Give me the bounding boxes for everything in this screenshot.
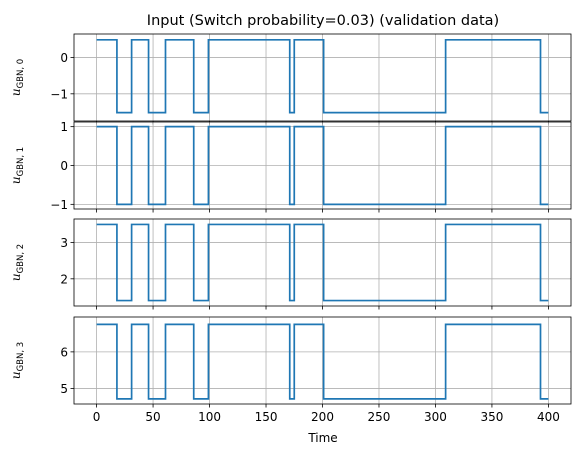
y-tick-label: 2 — [60, 272, 68, 286]
x-tick-label: 400 — [537, 410, 560, 424]
subplots: 0 −1 uGBN, 0 1 0 −1 uGBN, 1 3 2 uGBN, 2 6 5 uGBN, 3 — [9, 33, 572, 408]
axes-frame — [73, 121, 572, 210]
y-tick-label: 0 — [60, 51, 68, 65]
series-line — [96, 223, 549, 302]
y-tick-label: 1 — [60, 120, 68, 134]
y-tick-label: 5 — [60, 382, 68, 396]
axes-frame — [73, 316, 572, 405]
x-axis: 0 50 100 150 200 250 300 350 400 — [93, 410, 560, 424]
y-axis-label: uGBN, 2 — [9, 244, 26, 281]
x-tick-label: 250 — [368, 410, 391, 424]
x-tick-label: 300 — [424, 410, 447, 424]
subplot-0: 0 −1 uGBN, 0 — [9, 33, 572, 125]
subplot-1: 1 0 −1 uGBN, 1 — [9, 120, 572, 213]
y-tick-label: 0 — [60, 159, 68, 173]
y-tick-label: −1 — [50, 87, 68, 101]
x-tick-label: 0 — [93, 410, 101, 424]
subplot-2: 3 2 uGBN, 2 — [9, 218, 572, 310]
x-axis-label: Time — [307, 431, 337, 445]
x-tick-label: 350 — [480, 410, 503, 424]
subplot-3: 6 5 uGBN, 3 — [9, 316, 572, 408]
y-axis-label: uGBN, 0 — [9, 59, 26, 96]
x-tick-label: 100 — [198, 410, 221, 424]
series-line — [96, 323, 549, 400]
chart-title: Input (Switch probability=0.03) (validat… — [147, 13, 499, 29]
x-tick-label: 200 — [311, 410, 334, 424]
x-tick-label: 50 — [145, 410, 160, 424]
axes-frame — [73, 33, 572, 122]
y-axis-label: uGBN, 1 — [9, 147, 26, 184]
series-line — [96, 38, 549, 114]
x-tick-label: 150 — [255, 410, 278, 424]
series-line — [96, 125, 549, 206]
y-tick-label: 6 — [60, 345, 68, 359]
y-tick-label: 3 — [60, 236, 68, 250]
y-axis-label: uGBN, 3 — [9, 342, 26, 379]
y-tick-label: −1 — [50, 198, 68, 212]
axes-frame — [73, 218, 572, 307]
